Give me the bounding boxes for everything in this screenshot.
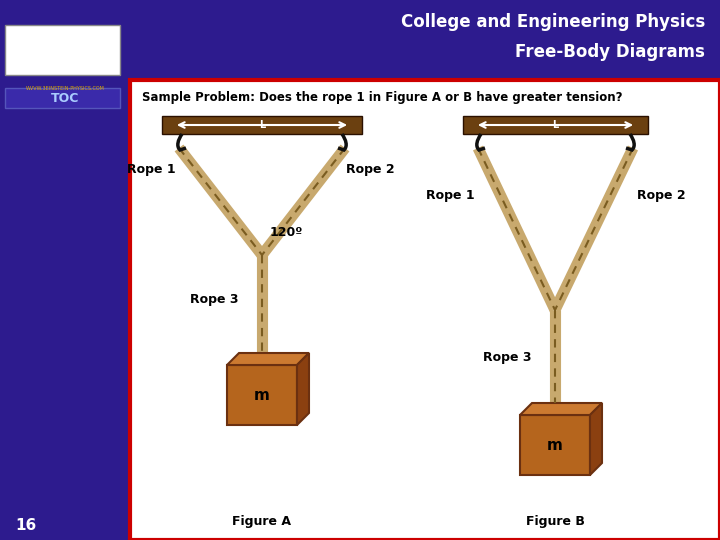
FancyBboxPatch shape — [463, 116, 648, 134]
Text: College and Engineering Physics: College and Engineering Physics — [401, 13, 705, 31]
Polygon shape — [590, 403, 602, 475]
Text: WVVW.3EINSTEIN-PHYSICS.COM: WVVW.3EINSTEIN-PHYSICS.COM — [26, 85, 104, 91]
FancyBboxPatch shape — [5, 88, 120, 108]
Text: m: m — [547, 437, 563, 453]
Text: Figure B: Figure B — [526, 516, 585, 529]
Text: Free-Body Diagrams: Free-Body Diagrams — [515, 43, 705, 61]
FancyBboxPatch shape — [5, 25, 120, 75]
Text: Rope 3: Rope 3 — [190, 294, 238, 307]
FancyBboxPatch shape — [227, 365, 297, 425]
Text: Rope 1: Rope 1 — [426, 188, 474, 201]
Polygon shape — [520, 403, 602, 415]
FancyBboxPatch shape — [130, 80, 720, 540]
Text: Rope 3: Rope 3 — [482, 352, 531, 365]
Text: Figure A: Figure A — [233, 516, 292, 529]
Text: Sample Problem: Does the rope 1 in Figure A or B have greater tension?: Sample Problem: Does the rope 1 in Figur… — [142, 91, 623, 105]
Text: Rope 2: Rope 2 — [636, 188, 685, 201]
Polygon shape — [297, 353, 309, 425]
Text: L: L — [259, 120, 265, 130]
Text: 16: 16 — [15, 517, 36, 532]
FancyBboxPatch shape — [162, 116, 362, 134]
Polygon shape — [227, 353, 309, 365]
Text: L: L — [552, 120, 559, 130]
FancyBboxPatch shape — [520, 415, 590, 475]
Text: m: m — [254, 388, 270, 402]
Text: Rope 1: Rope 1 — [127, 164, 175, 177]
Text: TOC: TOC — [51, 91, 79, 105]
Text: 120º: 120º — [270, 226, 303, 240]
Text: Rope 2: Rope 2 — [346, 164, 395, 177]
